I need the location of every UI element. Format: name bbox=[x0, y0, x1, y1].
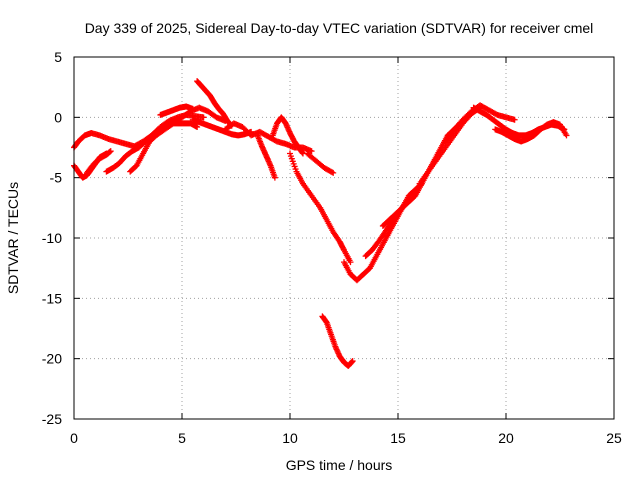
y-tick-label: -15 bbox=[42, 290, 62, 306]
x-tick-label: 25 bbox=[606, 430, 622, 446]
series-track-j bbox=[254, 132, 278, 181]
x-tick-label: 20 bbox=[498, 430, 514, 446]
data-points bbox=[71, 78, 570, 369]
data-point-marker bbox=[328, 169, 335, 176]
series-track-u bbox=[492, 119, 570, 145]
data-point-marker bbox=[200, 114, 207, 121]
y-tick-label: -5 bbox=[50, 170, 63, 186]
chart-title: Day 339 of 2025, Sidereal Day-to-day VTE… bbox=[85, 20, 594, 36]
y-tick-label: -25 bbox=[42, 411, 62, 427]
y-tick-label: 5 bbox=[54, 49, 62, 65]
x-tick-label: 5 bbox=[178, 430, 186, 446]
data-point-marker bbox=[511, 116, 518, 123]
series-track-l bbox=[287, 150, 354, 266]
data-point-marker bbox=[271, 174, 278, 181]
axis-ticks: 0 5 10 15 20 25 -25 -20 -15 -10 -5 0 5 bbox=[42, 49, 622, 446]
y-tick-label: 0 bbox=[54, 109, 62, 125]
data-point-marker bbox=[308, 148, 315, 155]
data-point-marker bbox=[563, 132, 570, 139]
series-track-e bbox=[127, 104, 229, 175]
series-track-m bbox=[304, 150, 337, 176]
data-point-marker bbox=[107, 148, 114, 155]
data-point-marker bbox=[189, 105, 196, 112]
x-axis-title: GPS time / hours bbox=[286, 457, 393, 473]
x-tick-label: 15 bbox=[390, 430, 406, 446]
series-track-n bbox=[319, 313, 356, 369]
x-tick-label: 0 bbox=[70, 430, 78, 446]
data-point-marker bbox=[194, 123, 201, 130]
y-axis-title: SDTVAR / TECUs bbox=[5, 182, 21, 294]
y-tick-label: -20 bbox=[42, 351, 62, 367]
series-track-f bbox=[157, 103, 196, 118]
y-tick-label: -10 bbox=[42, 230, 62, 246]
series-track-c bbox=[83, 148, 114, 176]
series-track-k bbox=[269, 114, 306, 157]
series-track-h bbox=[189, 116, 255, 139]
data-point-marker bbox=[349, 358, 356, 365]
plot-frame bbox=[73, 56, 615, 420]
data-point-marker bbox=[347, 259, 354, 266]
x-tick-label: 10 bbox=[282, 430, 298, 446]
data-point-marker bbox=[330, 169, 337, 176]
series-track-d bbox=[103, 120, 201, 175]
